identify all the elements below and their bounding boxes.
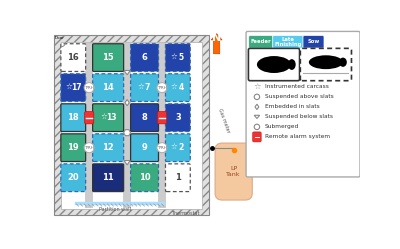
FancyBboxPatch shape xyxy=(93,164,124,191)
Text: 17: 17 xyxy=(71,83,82,92)
FancyBboxPatch shape xyxy=(93,44,124,71)
FancyBboxPatch shape xyxy=(157,112,167,124)
Bar xyxy=(158,43,166,208)
Polygon shape xyxy=(124,70,130,75)
Text: Feeder: Feeder xyxy=(250,39,271,44)
Text: Thermostat: Thermostat xyxy=(170,211,199,216)
FancyBboxPatch shape xyxy=(131,164,158,191)
Text: ☆: ☆ xyxy=(170,53,178,62)
Text: Door: Door xyxy=(55,36,64,40)
Polygon shape xyxy=(124,130,131,136)
FancyBboxPatch shape xyxy=(215,143,252,200)
Text: 8: 8 xyxy=(142,113,148,122)
Text: LP
Tank: LP Tank xyxy=(226,166,241,177)
Text: 12: 12 xyxy=(102,143,114,152)
FancyBboxPatch shape xyxy=(93,74,124,102)
Ellipse shape xyxy=(309,55,343,69)
Circle shape xyxy=(254,124,260,129)
Text: ☆: ☆ xyxy=(101,113,108,122)
Text: ☆: ☆ xyxy=(170,83,178,92)
FancyBboxPatch shape xyxy=(84,112,94,124)
Bar xyxy=(54,35,209,215)
FancyBboxPatch shape xyxy=(166,164,190,191)
Text: Embedded in slats: Embedded in slats xyxy=(265,104,320,109)
Circle shape xyxy=(157,83,167,93)
FancyBboxPatch shape xyxy=(131,44,158,71)
Text: 4: 4 xyxy=(178,83,184,92)
Ellipse shape xyxy=(339,58,347,67)
FancyBboxPatch shape xyxy=(249,36,273,48)
Text: 2: 2 xyxy=(178,143,184,152)
Text: T/RH: T/RH xyxy=(157,146,167,150)
Text: 10: 10 xyxy=(139,173,150,182)
Circle shape xyxy=(254,94,260,100)
Circle shape xyxy=(84,143,94,153)
Text: 9: 9 xyxy=(142,143,148,152)
FancyBboxPatch shape xyxy=(61,164,86,191)
Text: Submerged: Submerged xyxy=(265,124,299,129)
Text: N: N xyxy=(212,33,221,43)
Text: 19: 19 xyxy=(68,143,79,152)
Text: 7: 7 xyxy=(145,83,150,92)
Text: Remote alarm system: Remote alarm system xyxy=(265,134,330,139)
Text: Sow: Sow xyxy=(307,39,320,44)
FancyBboxPatch shape xyxy=(93,104,124,131)
Text: 15: 15 xyxy=(102,53,114,62)
FancyBboxPatch shape xyxy=(253,132,261,142)
Text: 6: 6 xyxy=(142,53,148,62)
FancyBboxPatch shape xyxy=(131,74,158,102)
FancyBboxPatch shape xyxy=(166,74,190,102)
Circle shape xyxy=(84,83,94,93)
FancyBboxPatch shape xyxy=(93,134,124,162)
Text: 11: 11 xyxy=(102,173,114,182)
Text: Instrumented carcass: Instrumented carcass xyxy=(265,84,328,89)
Text: 20: 20 xyxy=(68,173,79,182)
Text: 13: 13 xyxy=(106,113,116,122)
FancyBboxPatch shape xyxy=(131,104,158,131)
FancyBboxPatch shape xyxy=(303,36,324,48)
FancyBboxPatch shape xyxy=(300,48,352,81)
Polygon shape xyxy=(254,115,260,119)
Text: 5: 5 xyxy=(178,53,184,62)
Ellipse shape xyxy=(257,56,291,73)
Ellipse shape xyxy=(288,59,296,70)
Bar xyxy=(61,42,202,208)
Text: 16: 16 xyxy=(67,53,79,62)
Text: T/RH: T/RH xyxy=(84,86,94,90)
FancyBboxPatch shape xyxy=(166,104,190,131)
Circle shape xyxy=(157,143,167,153)
Text: ☆: ☆ xyxy=(170,143,178,152)
Text: ☆: ☆ xyxy=(66,83,73,92)
Text: Suspended below slats: Suspended below slats xyxy=(265,114,333,119)
Text: 1: 1 xyxy=(175,173,181,182)
FancyBboxPatch shape xyxy=(61,44,86,71)
FancyBboxPatch shape xyxy=(273,36,303,48)
FancyBboxPatch shape xyxy=(166,134,190,162)
Text: T/RH: T/RH xyxy=(84,146,94,150)
Polygon shape xyxy=(255,104,259,110)
FancyBboxPatch shape xyxy=(246,31,360,177)
Polygon shape xyxy=(124,161,130,165)
Text: Gas meter: Gas meter xyxy=(217,108,230,134)
FancyBboxPatch shape xyxy=(61,134,86,162)
Text: 3: 3 xyxy=(175,113,181,122)
Text: 14: 14 xyxy=(102,83,114,92)
Polygon shape xyxy=(125,100,129,106)
Text: ☆: ☆ xyxy=(137,83,144,92)
FancyBboxPatch shape xyxy=(248,48,300,81)
Text: ☆: ☆ xyxy=(253,82,261,91)
Text: Late
Finishing: Late Finishing xyxy=(274,37,302,47)
Text: T/RH: T/RH xyxy=(157,86,167,90)
FancyBboxPatch shape xyxy=(166,44,190,71)
FancyBboxPatch shape xyxy=(61,104,86,131)
Bar xyxy=(123,43,131,208)
Text: 18: 18 xyxy=(68,113,79,122)
FancyArrow shape xyxy=(211,34,222,54)
FancyBboxPatch shape xyxy=(61,74,86,102)
FancyBboxPatch shape xyxy=(131,134,158,162)
Text: Suspended above slats: Suspended above slats xyxy=(265,94,334,99)
Text: Partition wall: Partition wall xyxy=(99,207,131,212)
Bar xyxy=(85,43,94,208)
